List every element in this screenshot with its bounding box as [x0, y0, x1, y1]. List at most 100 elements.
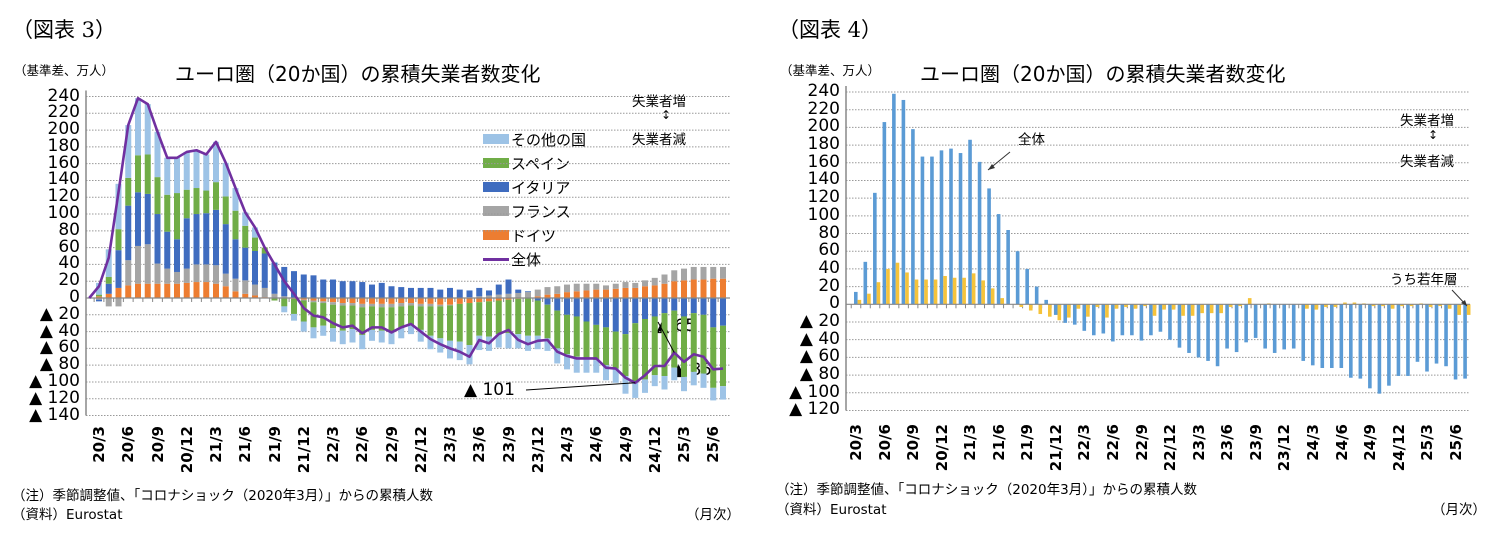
- bar-全体: [1330, 304, 1334, 368]
- bar-その他の国: [720, 386, 726, 400]
- bar-全体: [1434, 304, 1439, 364]
- bar-スペイン: [642, 318, 648, 380]
- bar-ドイツ: [232, 291, 239, 298]
- bar-その他の国: [115, 183, 122, 230]
- x-tick-label: 22/9: [382, 426, 401, 463]
- bar-全体: [1396, 304, 1401, 376]
- bar-全体: [911, 129, 915, 305]
- bar-その他の国: [300, 321, 307, 332]
- bar-イタリア: [349, 281, 356, 298]
- bar-スペイン: [388, 307, 395, 333]
- x-tick-label: 20/9: [904, 424, 923, 461]
- bar-その他の国: [213, 141, 219, 183]
- bar-フランス: [378, 303, 385, 308]
- bar-全体: [1291, 304, 1296, 349]
- bar-全体: [1111, 304, 1115, 342]
- bar-ドイツ: [183, 282, 190, 298]
- legend-line: [483, 257, 509, 261]
- bar-うち若年層: [990, 288, 995, 305]
- x-tick-label: 21/3: [207, 426, 225, 463]
- bar-スペイン: [193, 188, 200, 215]
- annotation-leader: [657, 321, 675, 353]
- bar-イタリア: [651, 298, 658, 317]
- bar-スペイン: [515, 298, 522, 335]
- y-tick-label: 120: [47, 186, 80, 207]
- bar-フランス: [681, 268, 687, 281]
- bar-フランス: [632, 282, 639, 288]
- bar-ドイツ: [300, 298, 307, 300]
- legend-label: フランス: [511, 202, 571, 221]
- x-tick-label: 20/12: [932, 424, 951, 472]
- bar-全体: [1263, 304, 1267, 349]
- bar-イタリア: [564, 298, 570, 315]
- y-tick-label: ▲ 40: [799, 328, 840, 349]
- bar-その他の国: [281, 306, 288, 313]
- bar-イタリア: [96, 299, 102, 302]
- bar-うち若年層: [1162, 304, 1166, 310]
- y-tick-label: 0: [69, 287, 80, 307]
- bar-スペイン: [144, 154, 151, 194]
- bar-フランス: [154, 263, 161, 284]
- bar-全体: [1168, 304, 1172, 340]
- bar-スペイン: [476, 302, 483, 336]
- bar-ドイツ: [486, 298, 492, 302]
- bar-フランス: [554, 286, 561, 294]
- y-tick-label: 100: [47, 203, 80, 224]
- bar-フランス: [583, 283, 590, 291]
- x-tick-label: 23/12: [1275, 424, 1294, 472]
- bar-スペイン: [369, 306, 375, 330]
- bar-フランス: [96, 298, 102, 300]
- bar-フランス: [281, 296, 288, 298]
- bar-イタリア: [505, 279, 512, 294]
- x-tick-label: 20/3: [90, 426, 108, 463]
- bar-イタリア: [164, 231, 171, 269]
- x-tick-label: 24/9: [1361, 424, 1380, 461]
- bar-フランス: [339, 303, 346, 306]
- y-tick-label: ▲ 120: [789, 399, 840, 420]
- x-tick-label: 22/6: [1104, 424, 1123, 461]
- bar-ドイツ: [359, 298, 366, 304]
- x-tick-label: 23/12: [528, 426, 547, 474]
- bar-うち若年層: [1238, 304, 1242, 307]
- x-tick-label: 21/9: [1018, 424, 1037, 461]
- total-line: [88, 96, 724, 385]
- y-tick-label: 60: [818, 240, 840, 261]
- x-tick-label: 20/12: [177, 426, 196, 474]
- bar-全体: [1310, 304, 1315, 366]
- bar-全体: [1368, 304, 1372, 389]
- bar-その他の国: [183, 151, 190, 190]
- bar-スペイン: [710, 327, 717, 388]
- x-tick-label: 24/12: [645, 426, 664, 474]
- bar-うち若年層: [886, 268, 890, 305]
- bar-フランス: [359, 303, 366, 308]
- bar-全体: [930, 156, 934, 305]
- y-tick-label: 140: [47, 169, 80, 190]
- x-tick-label: 24/3: [558, 426, 576, 463]
- bar-イタリア: [466, 290, 473, 298]
- bar-その他の国: [144, 104, 151, 155]
- y-tick-label: ▲ 100: [29, 370, 80, 391]
- bar-ドイツ: [125, 285, 132, 298]
- bar-イタリア: [115, 250, 122, 288]
- x-tick-label: 22/12: [1161, 424, 1180, 472]
- bar-スペイン: [271, 298, 278, 301]
- x-tick-label: 21/12: [294, 426, 313, 474]
- y-tick-label: ▲ 120: [29, 387, 80, 408]
- bar-スペイン: [651, 316, 658, 376]
- bar-スペイン: [573, 316, 580, 357]
- bar-イタリア: [252, 250, 258, 285]
- bar-スペイン: [505, 299, 512, 334]
- bar-その他の国: [408, 325, 414, 335]
- bar-ドイツ: [135, 283, 141, 298]
- bar-うち若年層: [1038, 304, 1043, 315]
- bar-イタリア: [515, 289, 522, 293]
- bar-全体: [977, 161, 982, 305]
- y-axis-unit: （基準差、万人）: [780, 63, 881, 78]
- bar-イタリア: [222, 224, 229, 274]
- bar-全体: [1358, 304, 1363, 379]
- x-tick-label: 22/6: [353, 426, 372, 463]
- bar-全体: [939, 150, 944, 305]
- bar-フランス: [330, 302, 336, 305]
- x-tick-label: 20/6: [119, 426, 138, 463]
- bar-うち若年層: [1352, 302, 1357, 305]
